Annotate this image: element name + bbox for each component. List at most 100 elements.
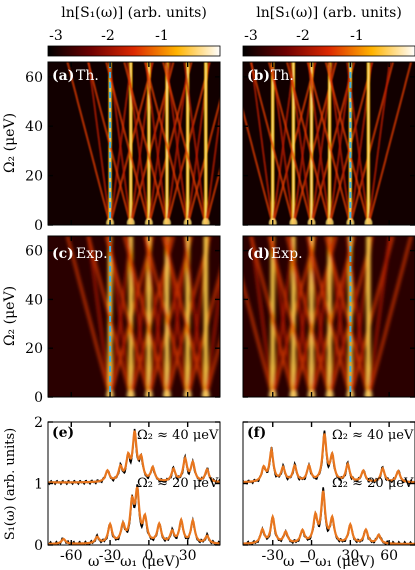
heatmap-ridge <box>104 236 151 397</box>
heatmap-peak <box>162 390 171 397</box>
x-tick-label: 60 <box>380 548 398 564</box>
y-tick-label: 20 <box>25 169 43 185</box>
heatmap-peak <box>364 390 373 397</box>
colorbar-left-tick-1: -2 <box>101 28 115 44</box>
colorbar-right-gradient <box>242 45 415 57</box>
heatmap-ridge <box>324 62 370 225</box>
heatmap-ridge <box>249 62 295 225</box>
y-tick-label: 20 <box>25 341 43 357</box>
heatmap-b <box>243 62 415 225</box>
heatmap-ridge <box>250 62 274 225</box>
colorbar-left-tick-2: -1 <box>155 28 169 44</box>
y-tick-label: 40 <box>25 119 43 135</box>
x-tick-label: -30 <box>261 548 284 564</box>
heatmap-ridge <box>105 62 150 225</box>
panel-f: (f) Ω₂ ≈ 40 μeV Ω₂ ≈ 20 μeV <box>243 425 415 545</box>
panel-a-text: Th. <box>76 68 99 84</box>
heatmap-ridge <box>285 62 331 225</box>
colorbar-right-tick-1: -2 <box>296 28 310 44</box>
heatmap-ridge <box>345 236 370 397</box>
heatmap-ridge <box>144 236 169 397</box>
panel-d-text: Exp. <box>271 246 303 262</box>
heatmap-peak <box>201 390 210 397</box>
theory-trace <box>48 430 220 484</box>
y-tick-label: 0 <box>34 390 43 406</box>
colorbar-right-tick-2: -1 <box>350 28 364 44</box>
heatmap-ridges <box>65 236 220 397</box>
heatmap-ridge <box>122 236 169 397</box>
colorbar-left-tick-0: -3 <box>49 28 63 44</box>
x-tick-label: 30 <box>341 548 359 564</box>
heatmap-ridge <box>249 236 295 397</box>
map-ylabel-bottom: Ω₂ (μeV) <box>2 286 18 346</box>
heatmap-peak <box>126 390 135 397</box>
panel-f-label: (f) <box>247 425 266 441</box>
y-tick-label: 1 <box>34 477 43 493</box>
heatmap-a <box>48 62 220 225</box>
heatmap-ridge <box>161 236 208 397</box>
heatmap-peak <box>126 218 135 225</box>
x-tick-label: -30 <box>99 548 122 564</box>
panel-a-label: (a) <box>52 68 74 84</box>
y-tick-label: 0 <box>34 218 43 234</box>
colorbar-left: ln[S₁(ω)] (arb. units) -3 -2 -1 <box>47 5 221 57</box>
colorbar-right: ln[S₁(ω)] (arb. units) -3 -2 -1 <box>242 5 415 57</box>
heatmap-ridge <box>66 62 112 225</box>
heatmap-peak <box>289 218 298 225</box>
panel-b-text: Th. <box>271 68 294 84</box>
heatmap-ridge <box>249 236 275 397</box>
xlabel-right: ω − ω₁ (μeV) <box>283 554 375 570</box>
panel-e-lower-annotation: Ω₂ ≈ 20 μeV <box>137 476 219 491</box>
heatmap-ridge <box>324 236 370 397</box>
heatmap-ridge <box>204 107 220 225</box>
heatmap-peak <box>201 218 210 225</box>
y-tick-label: 2 <box>34 415 43 431</box>
heatmap-ridge <box>162 62 207 225</box>
heatmap-ridge <box>243 107 274 225</box>
heatmap-ridge <box>367 62 413 225</box>
heatmap-peak <box>289 390 298 397</box>
heatmap-ridge <box>143 62 189 225</box>
axes-frame <box>47 61 221 226</box>
heatmap-ridges <box>243 62 413 225</box>
heatmap-peak <box>162 218 171 225</box>
theory-trace <box>243 490 415 545</box>
heatmap-ridge <box>182 236 208 397</box>
panel-f-lower-annotation: Ω₂ ≈ 20 μeV <box>332 476 414 491</box>
panel-a: (a) Th. <box>48 62 220 225</box>
axes-layer: 0 20 40 60 0 20 40 60 -60 -30 0 30 0 1 2 -30 0 30 60 <box>25 61 415 564</box>
y-tick-label: 0 <box>34 538 43 554</box>
theory-trace <box>48 486 220 545</box>
xlabel-left: ω − ω₁ (μeV) <box>88 554 180 570</box>
colorbar-left-gradient <box>47 45 221 57</box>
axes-e: -60 -30 0 30 0 1 2 <box>34 415 221 564</box>
panel-e-label: (e) <box>52 425 74 441</box>
heatmap-ridge <box>143 236 190 397</box>
heatmap-ridge <box>366 236 392 397</box>
heatmap-ridge <box>306 62 352 225</box>
experiment-trace <box>48 484 220 545</box>
heatmap-ridge <box>366 236 413 397</box>
heatmap-ridge <box>307 62 331 225</box>
heatmap-ridge <box>267 236 314 397</box>
axes-b <box>242 61 415 226</box>
colorbar-right-tick-0: -3 <box>244 28 258 44</box>
heatmap-ridge <box>267 62 313 225</box>
panel-e-upper-annotation: Ω₂ ≈ 40 μeV <box>137 428 219 443</box>
heatmap-ridge <box>306 236 332 397</box>
panel-c: (c) Exp. <box>48 236 220 397</box>
panel-e: (e) Ω₂ ≈ 40 μeV Ω₂ ≈ 20 μeV <box>48 425 220 545</box>
heatmap-ridge <box>306 236 352 397</box>
heatmap-ridge <box>367 62 391 225</box>
heatmap-peak <box>325 218 334 225</box>
heatmap-ridge <box>65 236 112 397</box>
heatmap-ridge <box>123 62 169 225</box>
map-ylabel-top: Ω₂ (μeV) <box>2 113 18 173</box>
heatmap-ridge <box>204 277 220 397</box>
heatmap-peak <box>325 390 334 397</box>
heatmap-ridge <box>186 268 220 397</box>
x-tick-label: 0 <box>307 548 316 564</box>
panel-b: (b) Th. <box>243 62 415 225</box>
axes-a: 0 20 40 60 <box>25 61 221 234</box>
